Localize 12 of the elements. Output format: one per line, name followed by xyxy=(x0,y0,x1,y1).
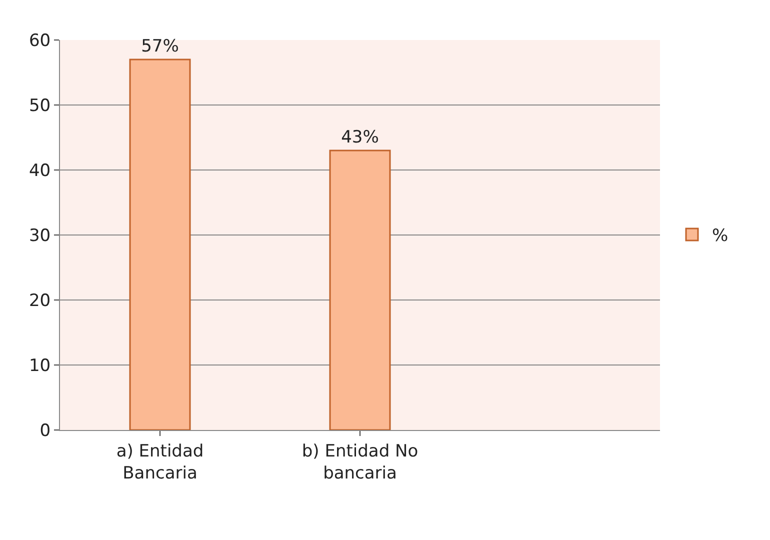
y-tick-label: 30 xyxy=(28,226,51,246)
y-tick-label: 40 xyxy=(28,160,51,181)
x-tick-label: b) Entidad No bancaria xyxy=(302,441,418,484)
legend-label: % xyxy=(712,226,728,246)
y-tick-label: 10 xyxy=(28,356,51,376)
data-label: 43% xyxy=(341,128,379,148)
y-tick-label: 50 xyxy=(28,96,51,116)
y-tick-label: 60 xyxy=(28,30,51,51)
x-tick-label: a) Entidad Bancaria xyxy=(116,441,204,484)
data-label: 57% xyxy=(141,36,179,56)
y-tick-label: 20 xyxy=(28,290,51,311)
y-tick-label: 0 xyxy=(40,420,51,441)
